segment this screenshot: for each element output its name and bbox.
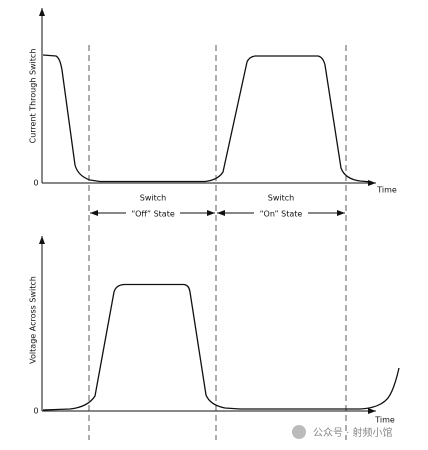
state-label: Switch <box>268 194 294 203</box>
x-axis-label: Time <box>374 416 395 425</box>
y-axis-label: Current Through Switch <box>29 49 38 144</box>
state-label: “On” State <box>260 210 303 219</box>
zero-label: 0 <box>33 407 38 416</box>
state-label: “Off” State <box>131 210 175 219</box>
voltage-curve <box>42 283 400 411</box>
zero-label: 0 <box>33 179 38 188</box>
watermark: 公众号 · 射频小馆 <box>313 426 393 439</box>
y-axis-label: Voltage Across Switch <box>29 276 38 364</box>
x-axis-label: Time <box>376 186 397 195</box>
watermark-icon <box>292 425 306 439</box>
state-label: Switch <box>140 194 166 203</box>
current-curve <box>42 54 373 183</box>
